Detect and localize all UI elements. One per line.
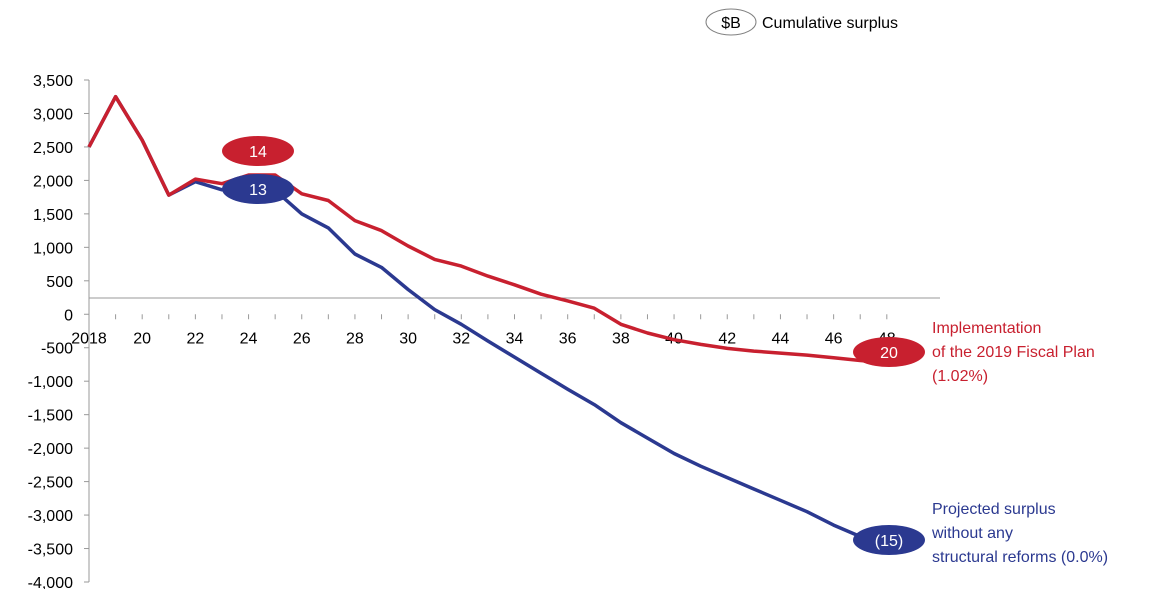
value-badge-text: 13 [249, 182, 267, 199]
x-tick-label: 42 [718, 330, 736, 347]
value-badge [222, 136, 294, 166]
series-label-line: structural reforms (0.0%) [932, 549, 1108, 566]
legend-note: Cumulative surplus [762, 15, 898, 32]
y-tick-label: -1,500 [28, 408, 73, 425]
x-tick-label: 26 [293, 330, 311, 347]
series-badges: 14 13 20 (15) [222, 136, 925, 555]
x-tick-label: 2018 [71, 330, 107, 347]
y-axis-ticks: 3,500 3,000 2,500 2,000 1,500 1,000 500 0 -500 -1… [28, 73, 89, 589]
x-tick-label: 30 [399, 330, 417, 347]
y-tick-label: 500 [46, 274, 73, 291]
x-tick-label: 24 [240, 330, 258, 347]
y-tick-label: -2,000 [28, 441, 73, 458]
x-tick-label: 20 [133, 330, 151, 347]
value-badge [853, 337, 925, 367]
x-tick-label: 38 [612, 330, 630, 347]
y-tick-label: 2,500 [33, 140, 73, 157]
series-label-line: Projected surplus [932, 501, 1056, 518]
value-badge-text: 20 [880, 345, 898, 362]
series-label-line: without any [931, 525, 1013, 542]
value-badge-text: 14 [249, 144, 267, 161]
value-badge [222, 174, 294, 204]
y-tick-label: -2,500 [28, 475, 73, 492]
x-tick-label: 28 [346, 330, 364, 347]
x-tick-label: 36 [559, 330, 577, 347]
x-tick-label: 44 [772, 330, 790, 347]
unit-badge-outline [705, 8, 757, 36]
series-label-line: of the 2019 Fiscal Plan [932, 344, 1095, 361]
y-tick-label: -4,000 [28, 575, 73, 589]
y-tick-label: -3,500 [28, 542, 73, 559]
series-label-line: (1.02%) [932, 368, 988, 385]
value-badge-text: (15) [875, 533, 903, 550]
y-tick-label: 2,000 [33, 173, 73, 190]
series-line [87, 94, 888, 543]
x-tick-label: 22 [186, 330, 204, 347]
y-tick-label: 3,000 [33, 106, 73, 123]
y-tick-label: 1,000 [33, 240, 73, 257]
x-tick-label: 34 [506, 330, 524, 347]
series-labels: Implementation of the 2019 Fiscal Plan (1… [931, 320, 1108, 566]
y-tick-label: 1,500 [33, 207, 73, 224]
y-tick-label: -1,000 [28, 374, 73, 391]
series-lines [87, 94, 888, 543]
x-tick-label: 46 [825, 330, 843, 347]
y-tick-label: 3,500 [33, 73, 73, 90]
value-badge [853, 525, 925, 555]
y-tick-label: -500 [41, 341, 73, 358]
y-tick-label: -3,000 [28, 508, 73, 525]
y-tick-label: 0 [64, 307, 73, 324]
unit-badge-text: $B [721, 15, 741, 32]
series-label-line: Implementation [932, 320, 1041, 337]
x-tick-label: 32 [452, 330, 470, 347]
series-line [87, 94, 887, 365]
x-axis-ticks: 2018202224262830323436384042444648 [71, 314, 896, 347]
